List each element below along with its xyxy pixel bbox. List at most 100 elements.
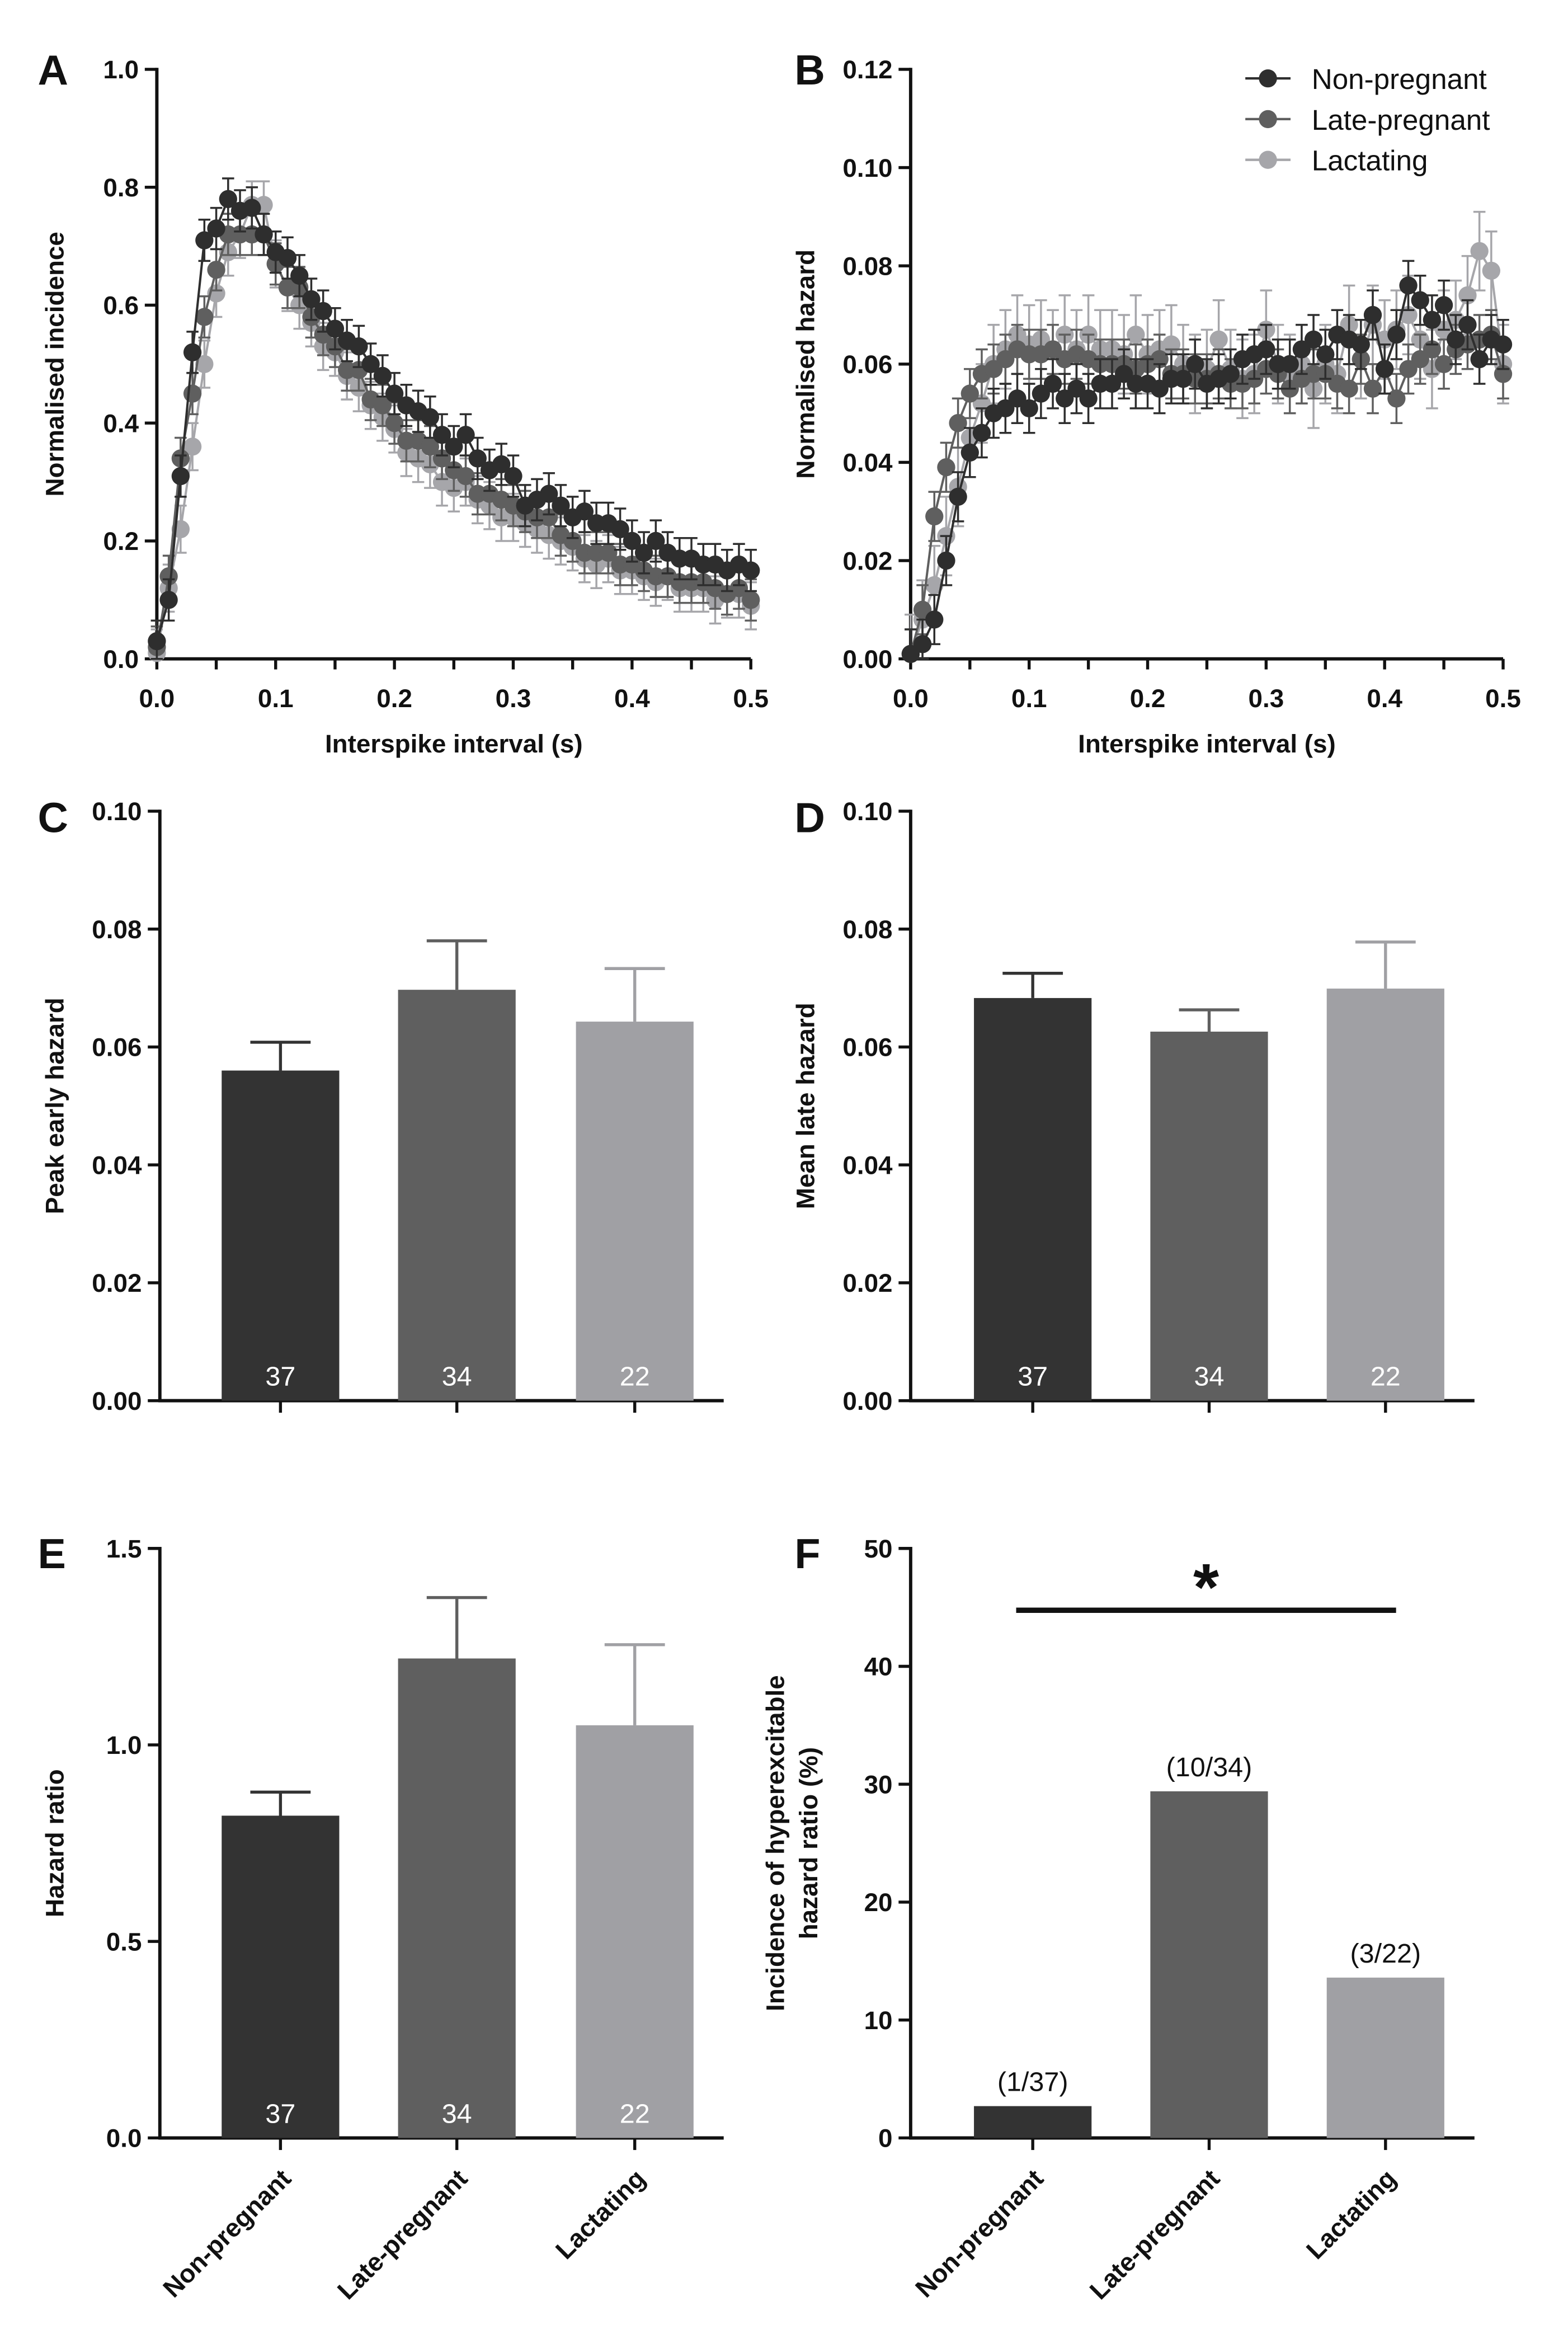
error-bar <box>250 1041 311 1071</box>
y-tick-label: 0 <box>878 2124 892 2153</box>
x-tick-label: 0.1 <box>258 684 294 713</box>
data-point <box>183 343 202 361</box>
error-bar <box>250 1790 311 1816</box>
data-point <box>421 408 439 426</box>
error-bar <box>426 1596 487 1659</box>
data-point <box>1423 310 1442 329</box>
y-tick-label: 0.02 <box>92 1269 142 1297</box>
y-tick-label: 0.6 <box>103 291 139 320</box>
data-point <box>445 437 463 456</box>
legend-marker <box>1259 110 1277 129</box>
legend-marker <box>1259 150 1277 169</box>
y-tick-label: 0.06 <box>842 1033 892 1062</box>
n-label: 34 <box>442 1362 472 1392</box>
x-tick-label: 0.4 <box>614 684 650 713</box>
n-label: 37 <box>265 1362 295 1392</box>
x-tick-label: 0.5 <box>733 684 769 713</box>
n-label: 34 <box>442 2099 472 2129</box>
value-label: (1/37) <box>997 2067 1068 2097</box>
data-point <box>1482 261 1500 280</box>
data-point <box>1434 296 1453 314</box>
bar-lactating: 22 <box>1326 940 1444 1413</box>
data-point <box>611 520 629 539</box>
x-tick-label: 0.5 <box>1485 684 1521 713</box>
y-tick-label: 0.0 <box>106 2124 142 2153</box>
bar <box>1326 989 1444 1401</box>
data-point <box>456 467 475 486</box>
data-point <box>647 531 665 551</box>
bar-non-pregnant: 37 Non-pregnant <box>158 1790 340 2303</box>
data-point <box>1174 370 1193 388</box>
legend-marker <box>1259 69 1277 88</box>
data-point <box>1020 399 1038 418</box>
data-point <box>575 502 594 521</box>
panel-letter: A <box>37 46 68 93</box>
data-point <box>1221 365 1240 383</box>
bar <box>222 1070 340 1401</box>
y-tick-label: 0.10 <box>842 797 892 826</box>
data-point <box>1376 360 1394 378</box>
x-tick-label: 0.1 <box>1011 684 1047 713</box>
data-point <box>326 319 345 338</box>
panel-letter: E <box>37 1530 65 1577</box>
n-label: 22 <box>1371 1362 1401 1392</box>
y-tick-label: 0.00 <box>92 1387 142 1415</box>
bar-non-pregnant: 37 <box>222 1041 340 1413</box>
data-point <box>563 531 582 551</box>
bar-late-pregnant: 34 <box>398 939 516 1413</box>
panel-letter: C <box>37 794 68 841</box>
y-tick-label: 30 <box>864 1770 893 1799</box>
series-non-pregnant <box>148 177 760 660</box>
data-point <box>729 579 748 597</box>
data-point <box>1470 350 1489 369</box>
panel-f: F 0 10 20 30 40 50 Incidence of hyperexcitable h… <box>761 1530 1475 2305</box>
y-tick-label: 0.10 <box>842 154 892 182</box>
data-point <box>1316 345 1335 364</box>
data-point <box>925 610 944 629</box>
y-tick-label: 0.00 <box>842 1387 892 1415</box>
x-tick-label: 0.0 <box>893 684 929 713</box>
data-point <box>1494 335 1513 354</box>
data-point <box>937 551 955 570</box>
data-point <box>949 414 967 432</box>
series-late-pregnant <box>148 213 760 660</box>
data-point <box>207 219 225 238</box>
data-point <box>456 426 475 444</box>
y-tick-label: 10 <box>864 2006 893 2035</box>
y-tick-label: 0.10 <box>92 797 142 826</box>
n-label: 22 <box>620 1362 650 1392</box>
y-tick-label: 0.04 <box>842 1151 893 1179</box>
data-point <box>742 561 760 580</box>
y-tick-label: 0.08 <box>92 915 142 944</box>
panel-d: D 0.00 0.02 0.04 0.06 0.08 0.10 Mean late hazar… <box>791 794 1475 1415</box>
data-point <box>207 261 225 279</box>
y-tick-label: 0.0 <box>103 645 139 674</box>
n-label: 22 <box>620 2099 650 2129</box>
data-point <box>1352 335 1370 354</box>
data-point <box>278 248 297 267</box>
bar <box>398 990 516 1401</box>
x-tick-label: 0.3 <box>1249 684 1284 713</box>
panel-letter: F <box>794 1530 820 1577</box>
data-point <box>432 449 451 468</box>
y-axis-label: Peak early hazard <box>40 998 69 1214</box>
error-bar <box>1002 971 1063 998</box>
bar-lactating: 22 Lactating <box>550 1643 694 2265</box>
y-tick-label: 0.2 <box>103 527 139 556</box>
n-label: 37 <box>265 2099 295 2129</box>
x-axis-label: Interspike interval (s) <box>1078 730 1336 758</box>
data-point <box>385 384 404 403</box>
data-point <box>1399 276 1418 295</box>
data-point <box>219 190 237 208</box>
y-tick-label: 0.4 <box>103 409 139 437</box>
panel-c: C 0.00 0.02 0.04 0.06 0.08 0.10 Peak early haza… <box>37 794 724 1415</box>
data-point <box>1280 355 1299 374</box>
error-bar <box>426 939 487 990</box>
data-point <box>255 225 273 244</box>
data-point <box>599 543 618 562</box>
category-label: Late-pregnant <box>332 2164 473 2305</box>
bar <box>1326 1977 1444 2138</box>
data-point <box>1387 325 1406 344</box>
